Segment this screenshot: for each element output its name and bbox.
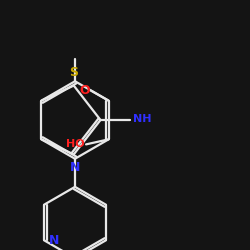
Text: N: N <box>70 161 80 174</box>
Text: O: O <box>79 84 90 97</box>
Text: NH: NH <box>133 114 151 124</box>
Text: S: S <box>69 66 78 79</box>
Text: HO: HO <box>66 140 85 149</box>
Text: N: N <box>49 234 59 247</box>
